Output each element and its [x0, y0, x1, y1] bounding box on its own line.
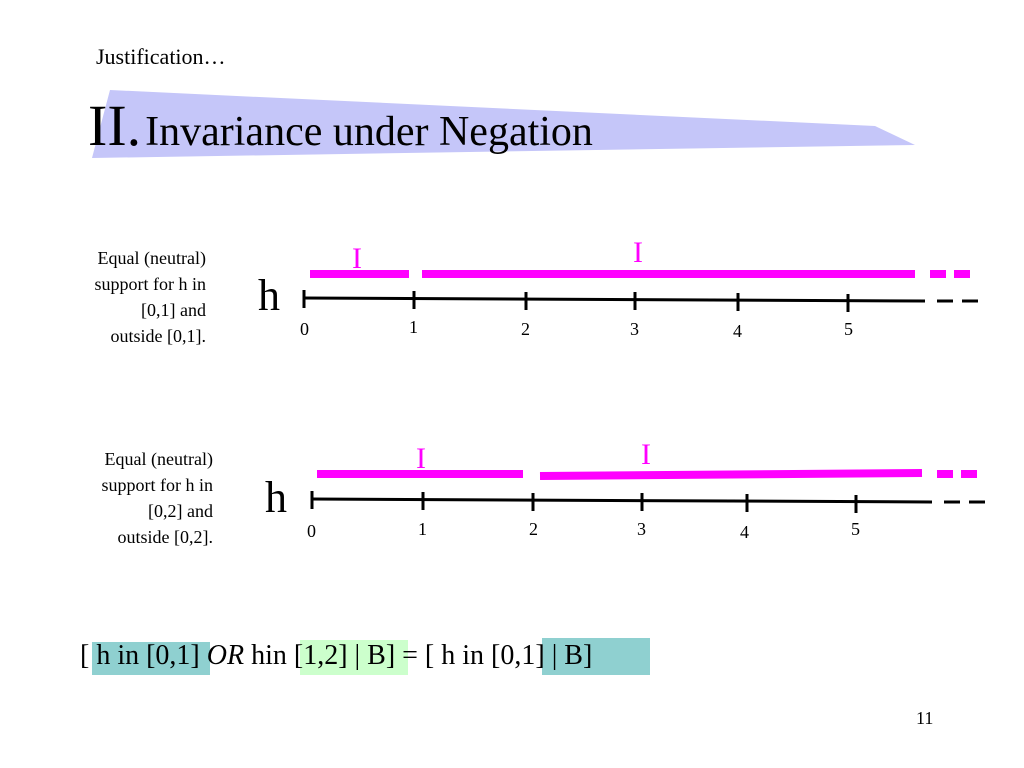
highlight-blue: [92, 642, 210, 675]
formula-h: h: [251, 640, 266, 671]
axis-label: h: [265, 473, 287, 522]
caption-line: [0,1] and: [141, 300, 206, 320]
title-text: Invariance under Negation: [145, 109, 593, 155]
caption-line: support for h in: [101, 475, 214, 495]
formula-part: h in [0,1]: [441, 640, 545, 671]
interval-label: I: [641, 438, 651, 471]
tick-label: 2: [521, 319, 530, 339]
caption-line: Equal (neutral): [97, 248, 206, 268]
formula-or: OR: [206, 640, 245, 671]
interval-label: I: [633, 236, 643, 269]
tick-label: 5: [844, 319, 853, 339]
formula: [ h in [0,1] OR hin [1,2] | B] = [ h in …: [80, 640, 592, 672]
tick-label: 4: [740, 522, 749, 542]
axis-line: [302, 296, 926, 303]
title-numeral: II.: [88, 93, 142, 158]
tick-label: 1: [418, 519, 427, 539]
page-number: 11: [916, 708, 934, 728]
axis-line: [310, 497, 933, 504]
formula-bracket: [: [80, 640, 90, 671]
formula-given: | B]: [354, 640, 396, 671]
tick-label: 1: [409, 317, 418, 337]
caption-line: outside [0,2].: [117, 527, 213, 547]
tick-label: 5: [851, 519, 860, 539]
formula-part: in [1,2]: [265, 640, 348, 671]
caption-line: support for h in: [94, 274, 207, 294]
formula-given: | B]: [551, 640, 593, 671]
panel2-number-line: I I h 0 1 2 3 4 5: [265, 438, 988, 542]
interval-bar: [539, 469, 923, 480]
kicker-text: Justification…: [96, 44, 226, 69]
tick-label: 0: [307, 521, 316, 541]
slide-title: II. Invariance under Negation: [88, 92, 593, 159]
caption-line: Equal (neutral): [104, 449, 213, 469]
formula-equals: = [: [402, 640, 435, 671]
highlight-green: [300, 640, 408, 675]
interval-label: I: [352, 242, 362, 275]
panel2-caption: Equal (neutral) support for h in [0,2] a…: [33, 446, 214, 550]
tick-label: 0: [300, 319, 309, 339]
tick-label: 4: [733, 321, 742, 341]
tick-label: 3: [630, 319, 639, 339]
axis-label: h: [258, 271, 280, 320]
highlight-blue: [542, 638, 650, 675]
tick-label: 3: [637, 519, 646, 539]
panel1-number-line: I I h 0 1 2 3 4 5: [258, 236, 980, 341]
interval-label: I: [416, 442, 426, 475]
formula-part: h in [0,1]: [96, 640, 200, 671]
caption-line: [0,2] and: [148, 501, 213, 521]
tick-label: 2: [529, 519, 538, 539]
caption-line: outside [0,1].: [110, 326, 206, 346]
panel1-caption: Equal (neutral) support for h in [0,1] a…: [26, 245, 207, 349]
